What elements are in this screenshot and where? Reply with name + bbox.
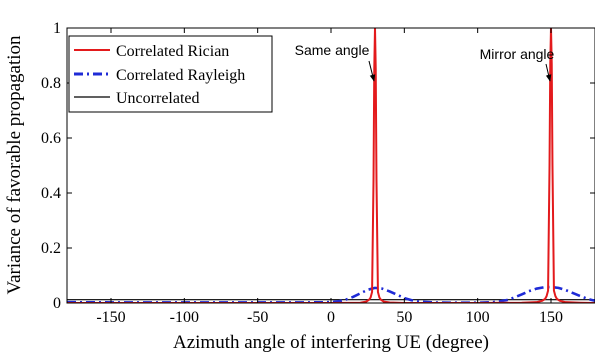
y-tick-label: 0.8 <box>41 75 61 92</box>
y-tick-label: 0.2 <box>41 240 61 257</box>
legend: Correlated Rician Correlated Rayleigh Un… <box>68 35 273 113</box>
tick-layer: -150 -100 -50 0 50 100 150 0 0.2 0.4 0.6 0.8 1 <box>41 20 595 326</box>
x-tick-label: -150 <box>96 309 125 326</box>
x-tick-label: 0 <box>327 309 335 326</box>
legend-label-correlated-rician: Correlated Rician <box>116 43 229 60</box>
y-tick-label: 1 <box>53 20 61 37</box>
x-tick-label: 100 <box>466 309 490 326</box>
y-axis-label: Variance of favorable propagation <box>4 35 25 295</box>
annotation-label: Mirror angle <box>480 46 555 62</box>
x-tick-label: 50 <box>396 309 412 326</box>
y-tick-label: 0.6 <box>41 130 61 147</box>
series-line-correlated-rician <box>67 28 595 303</box>
annotation-layer: Same angle Mirror angle <box>295 42 555 82</box>
annotation-arrow <box>545 63 552 82</box>
y-tick-label: 0 <box>53 295 61 312</box>
legend-label-uncorrelated: Uncorrelated <box>116 90 200 107</box>
legend-label-correlated-rayleigh: Correlated Rayleigh <box>116 67 245 84</box>
annotation-label: Same angle <box>295 42 370 58</box>
y-tick-label: 0.4 <box>41 185 61 202</box>
x-tick-label: -50 <box>247 309 268 326</box>
legend-box <box>68 35 273 113</box>
x-axis-label: Azimuth angle of interfering UE (degree) <box>173 332 489 353</box>
x-tick-label: -100 <box>170 309 199 326</box>
x-tick-label: 150 <box>539 309 563 326</box>
annotation-arrow <box>368 60 376 82</box>
